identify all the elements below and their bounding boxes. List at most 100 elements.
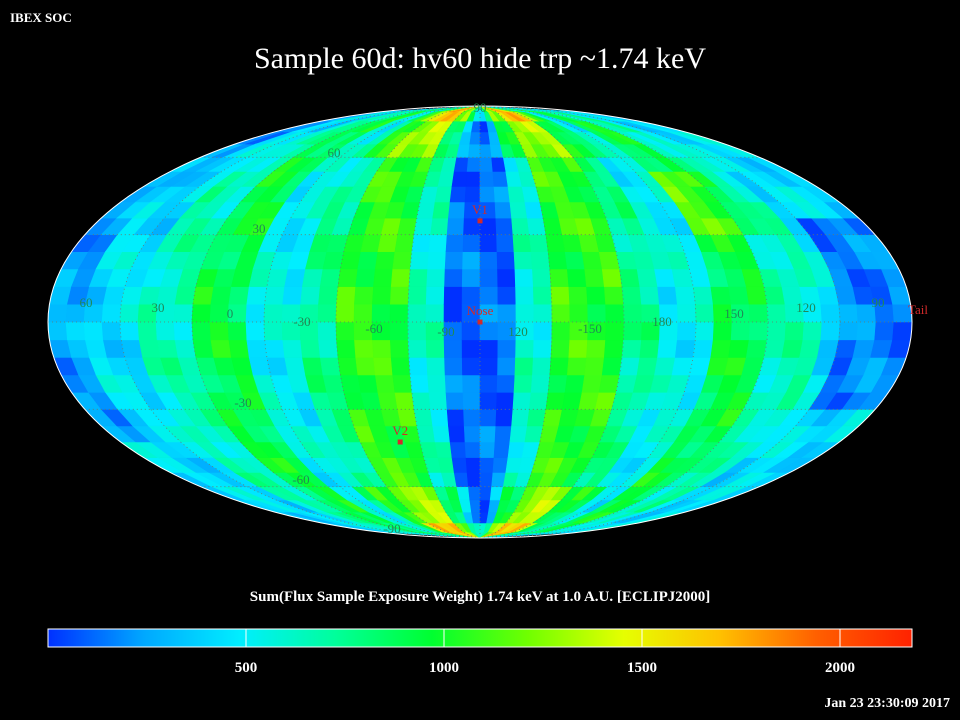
map-pixel <box>492 171 509 187</box>
map-pixel <box>605 303 625 323</box>
map-pixel <box>411 234 431 252</box>
map-pixel <box>444 357 463 376</box>
map-pixel <box>448 425 466 443</box>
page-title: Sample 60d: hv60 hide trp ~1.74 keV <box>253 42 706 75</box>
map-pixel <box>479 457 495 473</box>
map-pixel <box>465 171 481 187</box>
map-pixel <box>496 251 516 270</box>
map-pixel <box>461 357 481 376</box>
latitude-label: -60 <box>292 472 309 487</box>
map-pixel <box>245 303 266 323</box>
colorbar-tick-1000: 1000 <box>429 660 459 676</box>
map-pixel <box>173 321 194 341</box>
map-pixel <box>430 217 449 235</box>
map-pixel <box>462 374 481 393</box>
map-pixel <box>694 321 715 341</box>
map-pixel <box>394 234 415 252</box>
map-pixel <box>461 286 481 305</box>
map-pixel <box>394 391 415 410</box>
map-pixel <box>461 339 481 358</box>
map-pixel <box>710 286 732 305</box>
marker-tail-label: Tail <box>908 302 928 317</box>
map-pixel <box>497 339 517 358</box>
map-pixel <box>623 321 643 341</box>
map-pixel <box>728 339 750 358</box>
map-pixel <box>469 499 481 513</box>
map-pixel <box>191 303 212 323</box>
map-pixel <box>584 357 605 376</box>
map-pixel <box>155 321 176 341</box>
map-pixel <box>372 286 392 305</box>
map-pixel <box>373 268 394 287</box>
map-pixel <box>446 217 465 235</box>
longitude-label: -150 <box>578 321 602 336</box>
map-pixel <box>730 321 751 341</box>
map-pixel <box>712 321 733 341</box>
map-pixel <box>692 286 714 305</box>
corner-label: IBEX SOC <box>10 10 72 25</box>
map-pixel <box>469 131 481 145</box>
map-pixel <box>623 303 643 323</box>
map-pixel <box>513 251 533 270</box>
map-pixel <box>464 186 481 203</box>
map-pixel <box>479 321 499 341</box>
map-pixel <box>654 357 676 376</box>
colorbar-tick-1500: 1500 <box>627 660 657 676</box>
map-pixel <box>425 286 445 305</box>
map-pixel <box>479 171 495 187</box>
map-pixel <box>407 321 427 341</box>
map-pixel <box>515 339 535 358</box>
map-pixel <box>397 217 418 235</box>
map-pixel <box>427 374 447 393</box>
map-pixel <box>443 339 463 358</box>
latitude-label: 30 <box>253 221 266 236</box>
map-pixel <box>526 408 547 427</box>
map-pixel <box>119 321 140 341</box>
map-pixel <box>728 286 750 305</box>
map-pixel <box>462 234 481 252</box>
map-pixel <box>464 441 481 458</box>
map-pixel <box>371 303 391 323</box>
map-pixel <box>820 303 841 323</box>
map-pixel <box>302 268 324 287</box>
longitude-label: -60 <box>365 321 382 336</box>
map-pixel <box>317 303 337 323</box>
map-pixel <box>479 441 496 458</box>
latitude-label: -90 <box>383 521 400 536</box>
map-pixel <box>300 339 321 358</box>
map-pixel <box>479 425 497 443</box>
colorbar-title: Sum(Flux Sample Exposure Weight) 1.74 ke… <box>249 589 711 605</box>
map-pixel <box>568 286 588 305</box>
map-pixel <box>512 234 532 252</box>
longitude-label: -90 <box>437 324 454 339</box>
map-pixel <box>138 339 161 358</box>
longitude-label: 0 <box>227 306 234 321</box>
map-pixel <box>479 357 499 376</box>
map-pixel <box>266 268 289 287</box>
map-pixel <box>263 303 284 323</box>
map-pixel <box>413 408 434 427</box>
map-pixel <box>532 339 553 358</box>
map-pixel <box>479 268 499 287</box>
map-pixel <box>335 303 355 323</box>
longitude-label: 60 <box>80 295 93 310</box>
longitude-label: 120 <box>508 324 528 339</box>
map-pixel <box>479 234 498 252</box>
map-pixel <box>513 374 533 393</box>
map-pixel <box>263 321 284 341</box>
map-pixel <box>210 286 232 305</box>
map-pixel <box>337 357 359 376</box>
map-pixel <box>409 374 430 393</box>
map-pixel <box>532 357 552 376</box>
map-pixel <box>494 201 512 219</box>
map-pixel <box>466 472 481 488</box>
map-pixel <box>463 408 481 427</box>
map-pixel <box>101 321 122 341</box>
map-pixel <box>392 251 413 270</box>
marker-nose-dot <box>477 319 483 325</box>
map-pixel <box>619 357 641 376</box>
map-pixel <box>389 303 409 323</box>
map-pixel <box>479 143 492 158</box>
map-pixel <box>820 321 841 341</box>
map-pixel <box>427 251 447 270</box>
